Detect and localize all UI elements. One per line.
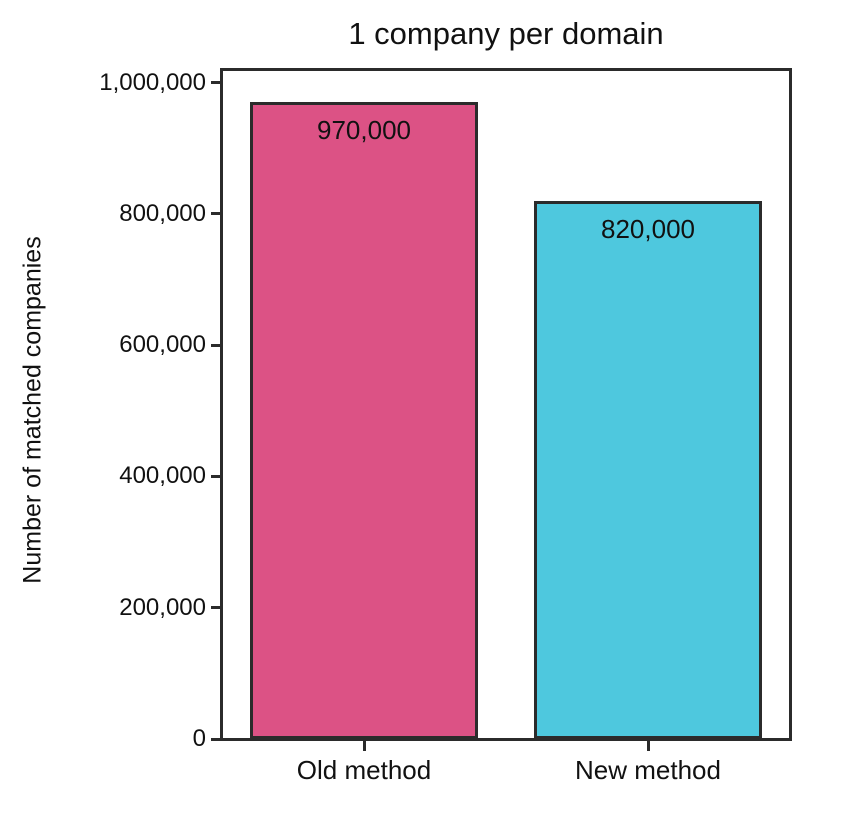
bar-new-method bbox=[534, 200, 762, 739]
y-tick-label: 400,000 bbox=[119, 462, 206, 490]
y-tick-mark bbox=[211, 474, 221, 478]
y-tick-mark bbox=[211, 343, 221, 347]
x-tick-mark bbox=[646, 741, 650, 751]
y-tick-mark bbox=[211, 81, 221, 84]
y-tick-label: 1,000,000 bbox=[99, 68, 206, 96]
y-tick-label: 200,000 bbox=[119, 593, 206, 621]
chart-title: 1 company per domain bbox=[348, 16, 664, 51]
y-tick-label: 0 bbox=[192, 725, 206, 752]
x-tick-mark bbox=[362, 741, 366, 751]
y-tick-mark bbox=[211, 212, 221, 216]
x-tick-label: New method bbox=[575, 755, 721, 785]
bar-old-method bbox=[250, 102, 478, 739]
x-tick-label: Old method bbox=[296, 755, 432, 785]
bar-value-label: 820,000 bbox=[601, 213, 695, 244]
bar-value-label: 970,000 bbox=[317, 115, 411, 146]
y-axis-label: Number of matched companies bbox=[18, 236, 47, 584]
y-tick-label: 800,000 bbox=[119, 199, 206, 227]
y-tick-mark bbox=[211, 737, 221, 741]
y-tick-label: 600,000 bbox=[119, 331, 206, 359]
y-tick-mark bbox=[211, 606, 221, 610]
